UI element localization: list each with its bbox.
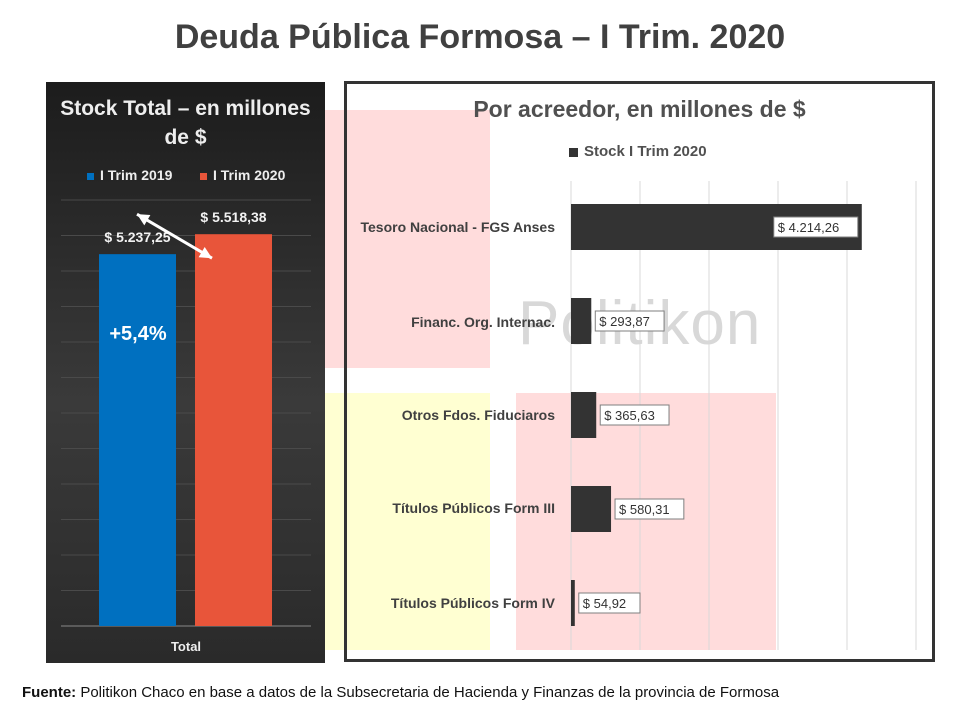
legend-swatch-2020 [200, 172, 207, 180]
data-label: $ 5.237,25 [104, 229, 170, 245]
category-label: Títulos Públicos Form IV [390, 595, 555, 611]
legend-swatch-2019 [87, 172, 94, 180]
category-label: Otros Fdos. Fiduciaros [401, 407, 555, 423]
bar [571, 298, 592, 344]
right-legend: Stock I Trim 2020 [569, 143, 707, 160]
arrow-head [137, 214, 151, 226]
data-label: $ 580,31 [619, 502, 670, 517]
data-label-box [594, 310, 665, 332]
legend-item-2020: I Trim 2020 [200, 167, 285, 183]
page-title: Deuda Pública Formosa – I Trim. 2020 [174, 18, 786, 56]
x-tick-label: Total [171, 639, 201, 654]
category-label: Financ. Org. Internac. [411, 314, 555, 330]
bar [571, 392, 597, 438]
legend-label-2019: I Trim 2019 [100, 167, 173, 183]
data-label: $ 293,87 [599, 314, 650, 329]
data-label: $ 54,92 [583, 596, 626, 611]
background-decoration [516, 393, 776, 650]
left-chart-title: Stock Total – en millones de $ [60, 97, 311, 149]
data-label-box [614, 498, 685, 520]
bar [571, 580, 575, 626]
data-label: $ 5.518,38 [200, 209, 266, 225]
bar-2019 [99, 254, 176, 626]
legend-label-2020: I Trim 2020 [213, 167, 286, 183]
background-decoration [325, 393, 490, 650]
data-label-box [578, 592, 641, 614]
legend-label-stock: Stock I Trim 2020 [584, 143, 707, 160]
right-chart-title: Por acreedor, en millones de $ [473, 96, 806, 122]
source-text: Politikon Chaco en base a datos de la Su… [76, 684, 780, 701]
arrow-head [198, 246, 212, 259]
data-label-box [773, 216, 859, 238]
legend-swatch-stock [569, 147, 578, 157]
bar-2020 [195, 234, 272, 627]
source-label: Fuente: [22, 684, 77, 701]
data-label-box [599, 404, 670, 426]
data-label: $ 4.214,26 [778, 220, 839, 235]
data-label: $ 365,63 [604, 408, 655, 423]
change-annotation: +5,4% [109, 323, 166, 345]
legend-item-2019: I Trim 2019 [87, 167, 172, 183]
right-chart-panel [344, 81, 935, 662]
bar [571, 486, 612, 532]
background-decoration [325, 110, 490, 368]
change-arrow [136, 212, 213, 260]
source-footer: Fuente: Politikon Chaco en base a datos … [22, 684, 779, 701]
category-label: Tesoro Nacional - FGS Anses [360, 219, 556, 235]
category-label: Títulos Públicos Form III [392, 500, 555, 516]
